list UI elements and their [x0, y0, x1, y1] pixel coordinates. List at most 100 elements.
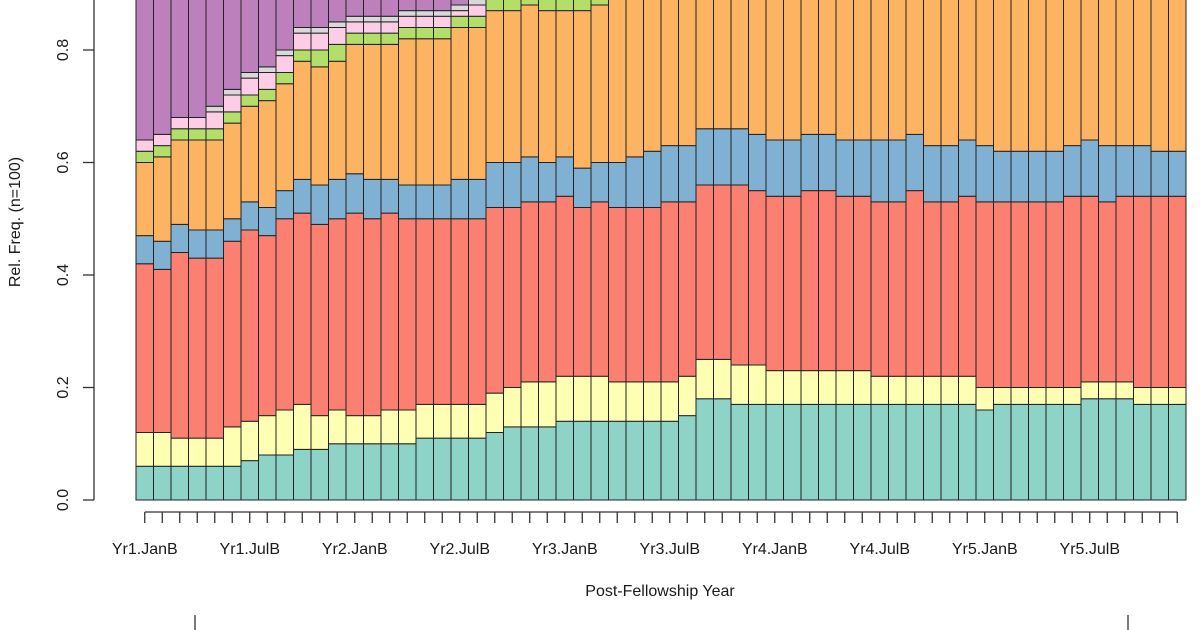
bar-segment-series-6 — [153, 145, 172, 158]
bar-segment-series-6 — [538, 0, 557, 12]
bar-segment-series-4 — [993, 150, 1012, 203]
bar-segment-series-2 — [450, 403, 469, 439]
bar-segment-series-5 — [415, 38, 434, 186]
x-tick-label: Yr4.JulB — [850, 541, 910, 558]
bar-segment-series-7 — [345, 21, 364, 34]
bar-segment-series-8 — [240, 72, 259, 79]
bar-segment-series-8 — [310, 27, 329, 34]
bar-segment-series-1 — [643, 420, 662, 501]
bar-segment-series-1 — [870, 403, 889, 501]
bar-segment-series-4 — [660, 145, 679, 203]
bar-segment-series-2 — [415, 403, 434, 439]
bar-segment-series-4 — [293, 178, 312, 214]
bar-segment-series-9 — [293, 0, 312, 28]
bar-segment-series-5 — [328, 60, 347, 180]
bar-segment-series-8 — [328, 21, 347, 28]
bar-segment-series-6 — [415, 27, 434, 40]
bar-segment-series-9 — [398, 0, 417, 12]
bar-segment-series-6 — [398, 27, 417, 40]
bar-segment-series-5 — [993, 0, 1012, 152]
bar-segment-series-6 — [135, 150, 154, 163]
bar-segment-series-3 — [1150, 195, 1169, 388]
bar-segment-series-9 — [240, 0, 259, 73]
bar-segment-series-1 — [905, 403, 924, 501]
bar-segment-series-4 — [538, 162, 557, 203]
bar-segment-series-3 — [485, 207, 504, 394]
bar-segment-series-9 — [380, 0, 399, 17]
bar-segment-series-1 — [1045, 403, 1064, 501]
y-axis-label: Rel. Freq. (n=100) — [7, 157, 24, 287]
bar-segment-series-3 — [783, 195, 802, 372]
bar-segment-series-4 — [590, 162, 609, 203]
bar-segment-series-1 — [590, 420, 609, 501]
bar-segment-series-2 — [573, 375, 592, 422]
bar-segment-series-7 — [153, 133, 172, 147]
bar-segment-series-4 — [153, 240, 172, 270]
bar-segment-series-2 — [870, 375, 889, 405]
bar-segment-series-9 — [310, 0, 329, 28]
bar-segment-series-1 — [678, 415, 697, 501]
bar-segment-series-1 — [380, 443, 399, 501]
bar-segment-series-1 — [310, 448, 329, 501]
bar-segment-series-1 — [538, 426, 557, 501]
bar-segment-series-5 — [223, 122, 242, 220]
bar-segment-series-6 — [433, 27, 452, 40]
bar-segment-series-1 — [923, 403, 942, 501]
bar-segment-series-6 — [258, 88, 277, 102]
bar-segment-series-2 — [468, 403, 487, 439]
bar-segment-series-6 — [328, 43, 347, 62]
bar-segment-series-1 — [1063, 403, 1082, 501]
bar-segment-series-2 — [328, 409, 347, 445]
bar-segment-series-1 — [398, 443, 417, 501]
bar-segment-series-2 — [485, 392, 504, 433]
bar-segment-series-8 — [468, 0, 487, 6]
y-tick-label: 0.0 — [55, 489, 72, 511]
bar-segment-series-5 — [468, 27, 487, 180]
bar-segment-series-4 — [870, 139, 889, 203]
bar-segment-series-1 — [1150, 403, 1169, 501]
bar-segment-series-7 — [450, 10, 469, 17]
bar-segment-series-2 — [1133, 387, 1152, 405]
bar-segment-series-2 — [905, 375, 924, 405]
bar-segment-series-2 — [555, 375, 574, 422]
bar-segment-series-2 — [205, 437, 224, 467]
bar-segment-series-4 — [328, 178, 347, 220]
bar-segment-series-4 — [258, 207, 277, 237]
bar-segment-series-3 — [520, 201, 539, 383]
bar-segment-series-5 — [135, 162, 154, 237]
bar-segment-series-3 — [135, 263, 154, 433]
bar-segment-series-2 — [293, 403, 312, 450]
bar-segment-series-2 — [590, 375, 609, 422]
bar-segment-series-5 — [153, 156, 172, 242]
bar-segment-series-5 — [205, 139, 224, 231]
bar-segment-series-4 — [975, 145, 994, 203]
bar-segment-series-1 — [363, 443, 382, 501]
bar-segment-series-5 — [433, 38, 452, 186]
bar-segment-series-1 — [1080, 398, 1099, 501]
bar-segment-series-1 — [450, 437, 469, 501]
bar-segment-series-1 — [205, 465, 224, 501]
bar-segment-series-3 — [450, 218, 469, 405]
bar-segment-series-1 — [1168, 403, 1187, 501]
bar-segment-series-3 — [940, 201, 959, 377]
bar-segment-series-2 — [188, 437, 207, 467]
bar-segment-series-3 — [1010, 201, 1029, 388]
bar-segment-series-5 — [853, 0, 872, 141]
bar-segment-series-6 — [503, 0, 522, 12]
bar-segment-series-3 — [800, 190, 819, 372]
x-tick-label: Yr3.JulB — [640, 541, 700, 558]
bar-segment-series-4 — [188, 229, 207, 259]
bar-segment-series-6 — [275, 72, 294, 85]
bar-segment-series-1 — [468, 437, 487, 501]
bar-segment-series-2 — [153, 432, 172, 467]
bar-segment-series-3 — [643, 207, 662, 383]
bar-segment-series-1 — [135, 465, 154, 501]
x-tick-label: Yr1.JanB — [112, 541, 178, 558]
bar-segment-series-9 — [345, 0, 364, 17]
bar-segment-series-4 — [1098, 145, 1117, 203]
bar-segment-series-3 — [853, 195, 872, 372]
bar-segment-series-3 — [538, 201, 557, 383]
bar-segment-series-5 — [625, 0, 644, 158]
bar-segment-series-1 — [520, 426, 539, 501]
bar-segment-series-4 — [1133, 145, 1152, 197]
